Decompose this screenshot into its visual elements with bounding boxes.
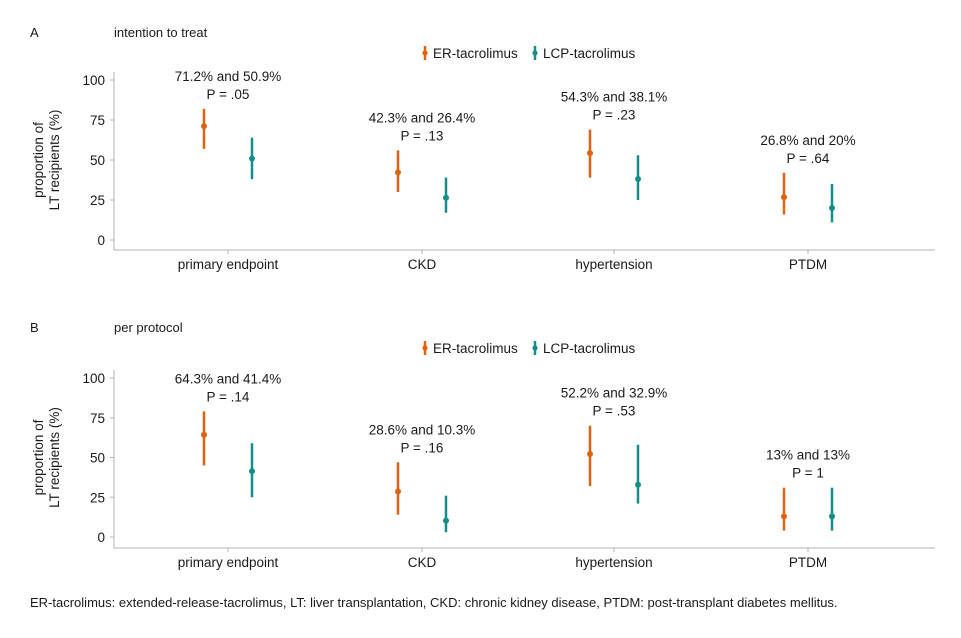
data-point <box>635 176 641 183</box>
y-tick-label: 50 <box>90 451 105 466</box>
data-point <box>201 123 207 130</box>
y-tick-label: 75 <box>90 411 105 426</box>
y-tick-label: 100 <box>82 371 105 386</box>
annotation-pvalue: P = .23 <box>593 108 636 123</box>
data-point <box>249 468 255 475</box>
x-tick-label: PTDM <box>789 555 827 570</box>
panel-title: intention to treat <box>114 25 208 40</box>
annotation-percentages: 52.2% and 32.9% <box>561 386 668 401</box>
data-point <box>249 155 255 162</box>
data-point <box>395 169 401 176</box>
y-tick-label: 50 <box>90 153 105 168</box>
panel-letter: A <box>30 25 39 40</box>
legend-label: ER-tacrolimus <box>433 46 518 61</box>
data-point <box>635 481 641 488</box>
data-point <box>587 150 593 157</box>
data-point <box>201 431 207 438</box>
legend-label: LCP-tacrolimus <box>543 46 636 61</box>
y-tick-label: 0 <box>97 233 105 248</box>
x-tick-label: primary endpoint <box>178 555 279 570</box>
data-point <box>587 451 593 458</box>
annotation-percentages: 71.2% and 50.9% <box>175 69 282 84</box>
y-axis-label: LT recipients (%) <box>47 110 62 211</box>
annotation-pvalue: P = .16 <box>401 440 444 455</box>
y-tick-label: 100 <box>82 73 105 88</box>
data-point <box>443 517 449 524</box>
annotation-pvalue: P = .64 <box>787 151 830 166</box>
annotation-percentages: 42.3% and 26.4% <box>369 110 476 125</box>
annotation-pvalue: P = 1 <box>792 466 824 481</box>
y-axis-label: LT recipients (%) <box>47 407 62 508</box>
annotation-percentages: 28.6% and 10.3% <box>369 422 476 437</box>
x-tick-label: CKD <box>408 555 437 570</box>
annotation-percentages: 64.3% and 41.4% <box>175 371 282 386</box>
x-tick-label: hypertension <box>575 257 652 272</box>
x-tick-label: PTDM <box>789 257 827 272</box>
data-point <box>829 205 835 211</box>
y-axis-label: proportion of <box>31 122 46 198</box>
x-tick-label: hypertension <box>575 555 652 570</box>
legend-label: ER-tacrolimus <box>433 341 518 356</box>
annotation-percentages: 54.3% and 38.1% <box>561 90 668 105</box>
annotation-pvalue: P = .14 <box>207 389 250 404</box>
y-tick-label: 75 <box>90 113 105 128</box>
panel-title: per protocol <box>114 320 183 335</box>
data-point <box>781 194 787 201</box>
figure-caption: ER-tacrolimus: extended-release-tacrolim… <box>30 595 838 610</box>
y-tick-label: 0 <box>97 530 105 545</box>
x-tick-label: CKD <box>408 257 437 272</box>
data-point <box>829 513 835 520</box>
y-axis-label: proportion of <box>31 419 46 495</box>
legend-symbol-point <box>422 345 428 351</box>
data-point <box>443 194 449 201</box>
legend-symbol-point <box>422 50 428 56</box>
y-tick-label: 25 <box>90 193 105 208</box>
legend-symbol-point <box>532 345 538 351</box>
y-tick-label: 25 <box>90 490 105 505</box>
legend-symbol-point <box>532 50 538 56</box>
data-point <box>781 513 787 520</box>
annotation-pvalue: P = .05 <box>207 87 250 102</box>
annotation-pvalue: P = .53 <box>593 404 636 419</box>
annotation-pvalue: P = .13 <box>401 128 444 143</box>
annotation-percentages: 26.8% and 20% <box>760 133 855 148</box>
panel-letter: B <box>30 320 39 335</box>
data-point <box>395 488 401 495</box>
x-tick-label: primary endpoint <box>178 257 279 272</box>
annotation-percentages: 13% and 13% <box>766 448 850 463</box>
legend-label: LCP-tacrolimus <box>543 341 636 356</box>
